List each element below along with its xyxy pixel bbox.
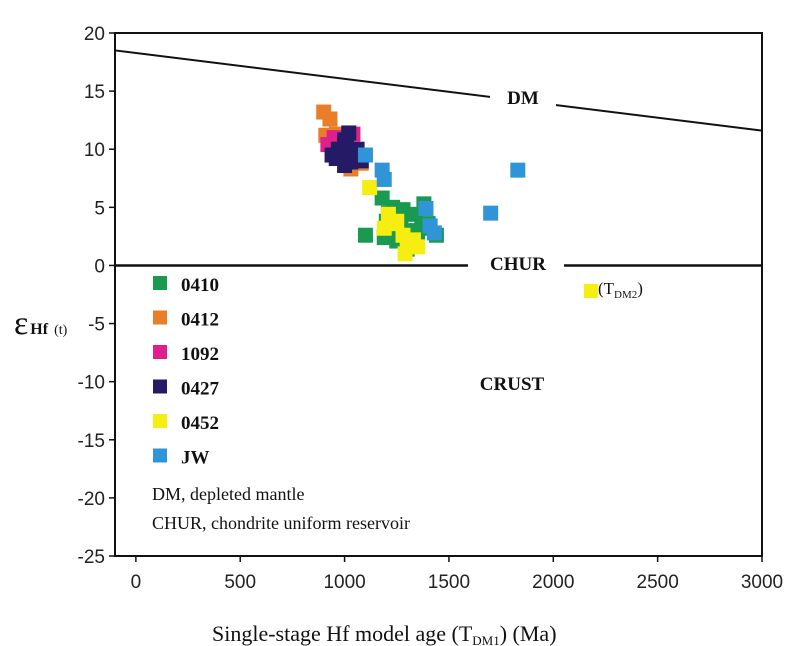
y-tick-label: -20: [78, 489, 105, 510]
point-JW: [357, 147, 373, 163]
point-JW: [510, 162, 526, 178]
legend-label-JW: JW: [181, 448, 210, 469]
chur-label: CHUR: [490, 254, 546, 275]
x-axis-ticks: 0 500 1000 1500 2000 2500 3000: [131, 556, 783, 593]
y-tick-label: -15: [78, 431, 105, 452]
point-0410: [395, 202, 411, 218]
crust-label: CRUST: [480, 374, 545, 395]
point-0427: [343, 154, 359, 170]
x-tick-label: 2000: [532, 572, 574, 593]
y-tick-label: 10: [84, 140, 105, 161]
point-0427: [328, 151, 344, 167]
y-tick-label: -5: [88, 315, 105, 336]
plot-frame: [114, 32, 763, 557]
x-tick-label: 0: [131, 572, 142, 593]
legend-swatch-1092: [153, 345, 167, 359]
tdm2-label: (TDM2): [598, 279, 643, 301]
dm-line: [114, 49, 763, 132]
data-points: [316, 104, 526, 262]
legend: 0410 0412 1092 0427 0452 JW: [153, 275, 220, 469]
y-axis-ticks: 20 15 10 5 0 -5 -10 -15 -20 -25: [78, 24, 115, 568]
legend-swatch-0412: [153, 310, 167, 325]
legend-label-0410: 0410: [181, 275, 219, 296]
legend-swatch-JW: [153, 448, 167, 463]
legend-swatch-0427: [153, 379, 167, 394]
x-tick-label: 1500: [428, 572, 470, 593]
x-axis-label: Single-stage Hf model age (TDM1) (Ma): [212, 621, 557, 646]
legend-label-1092: 1092: [181, 344, 219, 365]
point-JW: [426, 225, 442, 241]
x-tick-label: 3000: [741, 572, 783, 593]
point-JW: [418, 200, 434, 216]
point-0452: [410, 239, 426, 255]
dm-label-bg: [490, 83, 556, 109]
note-dm: DM, depleted mantle: [152, 484, 304, 504]
point-0412: [322, 111, 338, 127]
y-tick-label: 0: [94, 256, 105, 277]
y-tick-label: -25: [78, 547, 105, 568]
x-tick-label: 500: [224, 572, 256, 593]
x-tick-label: 1000: [323, 572, 365, 593]
point-0427: [339, 135, 355, 151]
dm-label: DM: [507, 88, 539, 109]
legend-label-0427: 0427: [181, 379, 220, 400]
point-JW: [483, 205, 499, 221]
y-tick-label: 20: [84, 24, 105, 45]
point-0410: [357, 227, 373, 243]
y-tick-label: 5: [94, 198, 105, 219]
legend-label-0452: 0452: [181, 413, 219, 434]
point-0452: [397, 246, 413, 262]
y-tick-label: 15: [84, 82, 105, 103]
note-chur: CHUR, chondrite uniform reservoir: [152, 513, 410, 533]
x-tick-label: 2500: [637, 572, 679, 593]
y-tick-label: -10: [78, 373, 105, 394]
legend-swatch-0452: [153, 414, 167, 428]
legend-label-0412: 0412: [181, 310, 219, 331]
point-0452: [382, 216, 398, 232]
point-JW: [376, 171, 392, 187]
legend-swatch-0410: [153, 276, 167, 290]
chur-label-bg: [468, 249, 564, 275]
y-axis-label: ε Hf (t): [14, 305, 68, 342]
tdm2-marker: [583, 284, 598, 299]
point-0452: [362, 180, 378, 196]
